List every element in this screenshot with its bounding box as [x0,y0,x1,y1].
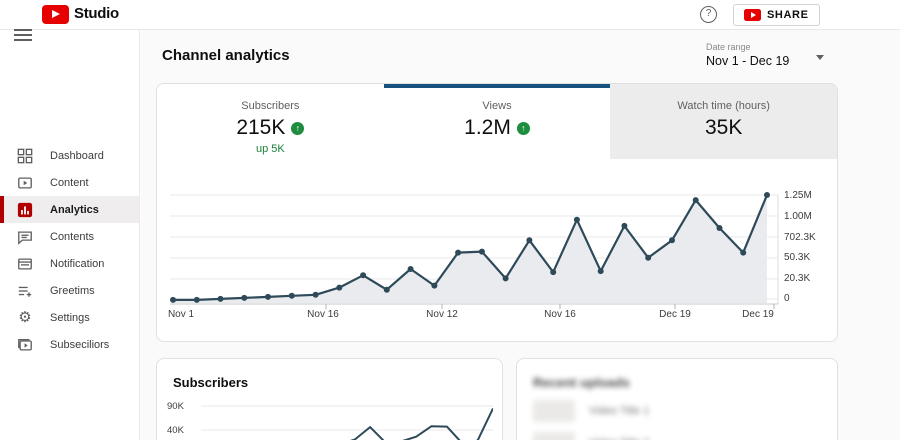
card-title: Subscribers [173,375,249,390]
sidebar-item-label: Contents [50,230,95,243]
page-title: Channel analytics [162,47,290,64]
tab-value: 1.2M [464,116,511,139]
video-title: Video Title 2 [589,437,649,440]
youtube-logo-icon[interactable] [42,5,69,24]
share-button-label: SHARE [767,9,809,21]
sidebar-item-label: Settings [50,311,90,324]
youtube-play-icon [744,9,761,21]
video-thumbnail [533,400,575,422]
sidebar-item-analytics[interactable]: Analytics [0,196,139,223]
help-icon: ? [705,8,712,19]
y-axis-label: 1.00M [784,211,812,222]
date-range-picker[interactable]: Date range Nov 1 - Dec 19 [706,42,834,68]
sidebar-item-notification[interactable]: Notification [0,250,139,277]
x-axis-label: Nov 16 [307,309,339,320]
sidebar-item-contents[interactable]: Contents [0,223,139,250]
dashboard-icon [16,147,34,165]
y-axis-label: 702.3K [784,232,816,243]
mini-y-axis-label: 40K [167,425,184,436]
blurred-card-content: Recent uploads Video Title 1 Video Title… [517,359,837,440]
y-axis-label: 50.3K [784,252,811,263]
subscribers-icon [16,336,34,354]
tab-watch-time[interactable]: Watch time (hours) 35K [610,84,837,159]
video-title: Video Title 1 [589,405,650,417]
trend-up-icon: ↑ [291,121,305,135]
tab-views[interactable]: Views 1.2M ↑ [383,84,611,159]
recent-uploads-card: Recent uploads Video Title 1 Video Title… [516,358,838,440]
sidebar-item-settings[interactable]: ⚙ Settings [0,304,139,331]
analytics-icon [16,201,34,219]
tab-value: 35K [704,116,743,139]
sidebar-item-label: Dashboard [50,149,104,162]
sidebar-item-greetims[interactable]: Greetims [0,277,139,304]
trend-up-icon: ↑ [516,121,530,135]
comment-icon [16,228,34,246]
date-range-value: Nov 1 - Dec 19 [706,54,790,68]
mini-y-axis-label: 90K [167,401,184,412]
brand-title: Studio [74,5,119,22]
x-axis-label: Dec 19 [742,309,774,320]
sidebar-item-label: Greetims [50,284,95,297]
gear-icon: ⚙ [18,308,32,326]
help-button[interactable]: ? [700,6,717,23]
share-button[interactable]: SHARE [733,4,820,26]
content-icon [16,174,34,192]
tab-subscribers[interactable]: Subscribers 215K ↑ up 5K [157,84,384,159]
metric-tabs: Subscribers 215K ↑ up 5K Views 1.2M ↑ Wa… [157,84,837,159]
x-axis-label: Dec 19 [659,309,691,320]
sidebar-item-subseciliors[interactable]: Subseciliors [0,331,139,358]
sidebar-item-dashboard[interactable]: Dashboard [0,142,139,169]
x-axis-label: Nov 16 [544,309,576,320]
upload-list-item[interactable]: Video Title 1 [533,400,837,422]
playlist-icon [16,282,34,300]
hamburger-icon [14,8,32,26]
y-axis-label: 0 [784,293,790,304]
upload-list-item[interactable]: Video Title 2 [533,432,837,440]
sidebar-item-label: Content [50,176,89,189]
sidebar-item-label: Subseciliors [50,338,110,351]
x-axis-label: Nov 12 [426,309,458,320]
tab-delta: up 5K [255,143,285,155]
menu-button[interactable] [14,8,32,41]
sidebar: Dashboard Content Analytics [0,30,140,440]
date-range-label: Date range [706,42,751,52]
chevron-down-icon[interactable] [816,55,824,60]
subscribers-card: Subscribers 90K 40K [156,358,503,440]
video-thumbnail [533,432,575,440]
sidebar-item-content[interactable]: Content [0,169,139,196]
views-line-chart [170,192,779,309]
tab-value: 215K [236,116,286,139]
y-axis-label: 1.25M [784,190,812,201]
y-axis-label: 20.3K [784,273,811,284]
x-axis-label: Nov 1 [167,309,195,320]
sidebar-item-label: Analytics [50,203,99,216]
notification-icon [16,255,34,273]
sidebar-item-label: Notification [50,257,105,270]
card-title: Recent uploads [533,375,630,390]
subscribers-mini-chart [201,405,493,440]
topbar: Studio ? SHARE [0,0,900,41]
